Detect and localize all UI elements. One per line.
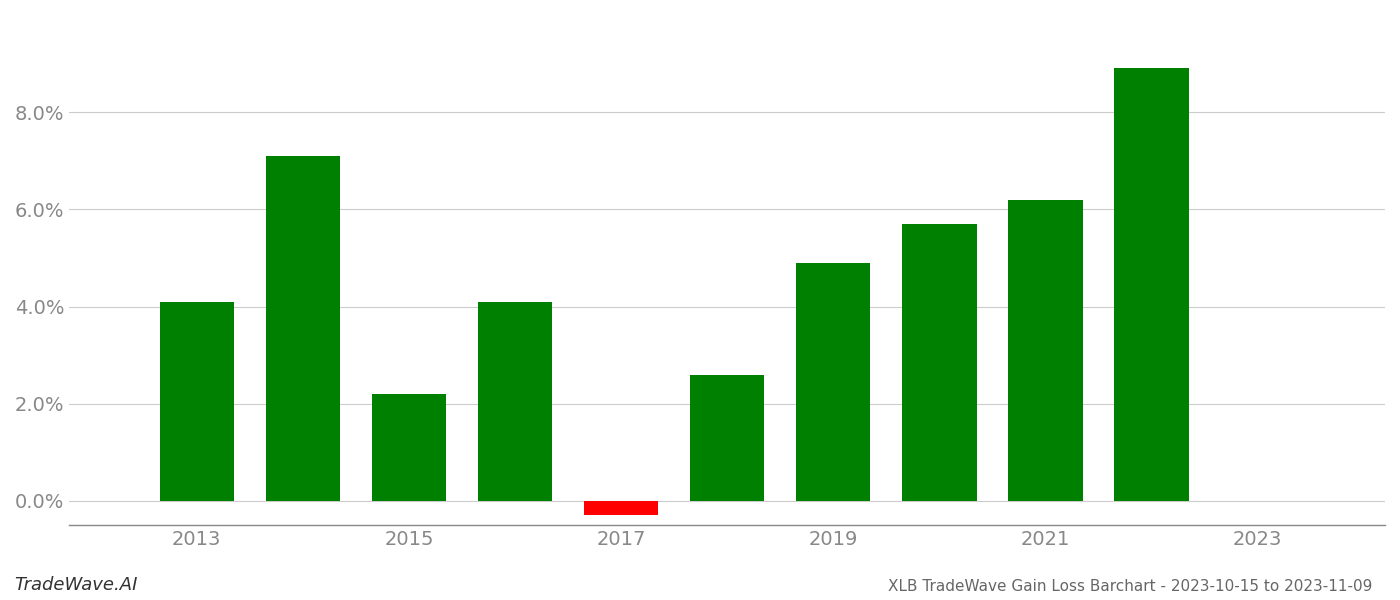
Bar <box>160 302 234 501</box>
Bar <box>1008 200 1082 501</box>
Bar <box>266 156 340 501</box>
Text: XLB TradeWave Gain Loss Barchart - 2023-10-15 to 2023-11-09: XLB TradeWave Gain Loss Barchart - 2023-… <box>888 579 1372 594</box>
Bar <box>477 302 552 501</box>
Bar <box>902 224 977 501</box>
Bar <box>797 263 871 501</box>
Bar <box>690 374 764 501</box>
Bar <box>584 501 658 515</box>
Bar <box>1114 68 1189 501</box>
Text: TradeWave.AI: TradeWave.AI <box>14 576 137 594</box>
Bar <box>372 394 447 501</box>
